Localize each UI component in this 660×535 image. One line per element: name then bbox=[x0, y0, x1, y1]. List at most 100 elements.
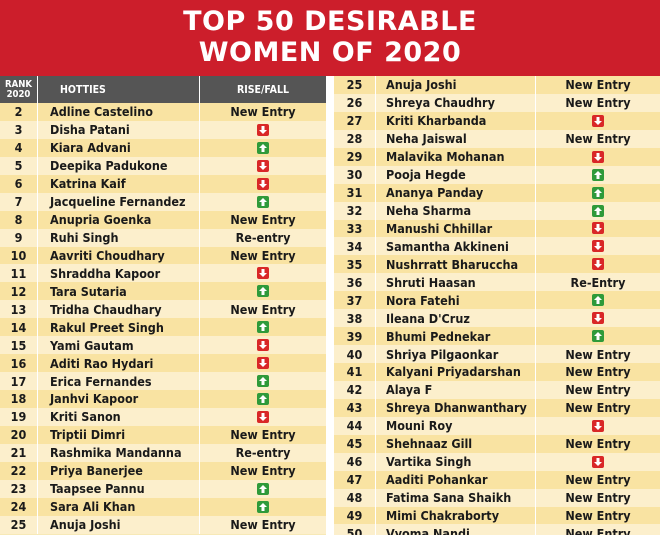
table-row: 25 Anuja Joshi New Entry bbox=[0, 515, 326, 534]
name-cell: Kalyani Priyadarshan bbox=[376, 363, 536, 381]
rise-arrow-icon bbox=[257, 141, 269, 154]
rank-cell: 18 bbox=[0, 390, 38, 408]
status-cell: New Entry bbox=[230, 517, 296, 533]
rank-cell: 23 bbox=[0, 479, 38, 498]
rise-arrow-icon bbox=[257, 285, 269, 298]
table-row: 38 Ileana D'Cruz bbox=[334, 309, 660, 328]
table-row: 11 Shraddha Kapoor bbox=[0, 264, 326, 283]
status-header: RISE/FALL bbox=[236, 83, 290, 96]
rank-cell: 48 bbox=[334, 488, 376, 507]
status-cell: New Entry bbox=[565, 95, 631, 111]
rank-cell: 34 bbox=[334, 237, 376, 256]
name-cell: Vyoma Nandi bbox=[376, 524, 536, 535]
table-row: 45 Shehnaaz Gill New Entry bbox=[334, 434, 660, 453]
fall-arrow-icon bbox=[592, 114, 604, 127]
rank-cell: 45 bbox=[334, 434, 376, 453]
rise-arrow-icon bbox=[257, 375, 269, 388]
rank-cell: 20 bbox=[0, 425, 38, 444]
status-cell bbox=[536, 112, 660, 130]
table-body: 2 Adline Castelino New Entry 3 Disha Patani 4… bbox=[0, 103, 326, 534]
status-cell: Re-entry bbox=[235, 445, 291, 461]
name-cell: Pooja Hegde bbox=[376, 165, 536, 184]
rise-arrow-icon bbox=[592, 168, 604, 181]
name-cell: Ruhi Singh bbox=[38, 228, 200, 247]
table-row: 14 Rakul Preet Singh bbox=[0, 318, 326, 337]
table-row: 37 Nora Fatehi bbox=[334, 291, 660, 310]
rank-cell: 21 bbox=[0, 443, 38, 462]
status-cell: New Entry bbox=[565, 131, 631, 147]
table-row: 9 Ruhi Singh Re-entry bbox=[0, 228, 326, 247]
rank-cell: 16 bbox=[0, 354, 38, 373]
name-cell: Kiara Advani bbox=[38, 138, 200, 157]
table-row: 42 Alaya F New Entry bbox=[334, 380, 660, 399]
table-row: 12 Tara Sutaria bbox=[0, 282, 326, 301]
table-row: 31 Ananya Panday bbox=[334, 183, 660, 202]
name-cell: Nushrratt Bharuccha bbox=[376, 255, 536, 274]
name-cell: Mouni Roy bbox=[376, 416, 536, 435]
rank-cell: 2 bbox=[0, 103, 38, 121]
fall-arrow-icon bbox=[592, 240, 604, 253]
rank-cell: 35 bbox=[334, 255, 376, 274]
rank-cell: 19 bbox=[0, 407, 38, 426]
status-cell: New Entry bbox=[565, 77, 631, 93]
status-cell bbox=[536, 453, 660, 471]
status-cell bbox=[536, 166, 660, 184]
table-row: 40 Shriya Pilgaonkar New Entry bbox=[334, 345, 660, 363]
status-cell bbox=[200, 408, 326, 426]
table-row: 20 Triptii Dimri New Entry bbox=[0, 425, 326, 444]
table-row: 18 Janhvi Kapoor bbox=[0, 390, 326, 408]
status-cell bbox=[536, 417, 660, 435]
table-row: 25 Anuja Joshi New Entry bbox=[334, 76, 660, 94]
table-row: 47 Aaditi Pohankar New Entry bbox=[334, 470, 660, 489]
rank-cell: 5 bbox=[0, 156, 38, 175]
fall-arrow-icon bbox=[257, 123, 269, 136]
rank-cell: 7 bbox=[0, 192, 38, 211]
rank-cell: 9 bbox=[0, 228, 38, 247]
table-row: 26 Shreya Chaudhry New Entry bbox=[334, 93, 660, 112]
rank-cell: 47 bbox=[334, 470, 376, 489]
fall-arrow-icon bbox=[592, 222, 604, 235]
status-cell bbox=[536, 148, 660, 166]
ranking-table-left: RANK 2020 HOTTIES RISE/FALL 2 Adline Cast… bbox=[0, 76, 326, 534]
table-row: 36 Shruti Haasan Re-Entry bbox=[334, 273, 660, 292]
table-row: 32 Neha Sharma bbox=[334, 201, 660, 220]
table-row: 7 Jacqueline Fernandez bbox=[0, 192, 326, 211]
status-cell: New Entry bbox=[565, 436, 631, 452]
name-cell: Anuja Joshi bbox=[38, 515, 200, 534]
name-cell: Alaya F bbox=[376, 380, 536, 399]
status-cell: New Entry bbox=[230, 212, 296, 228]
rank-cell: 8 bbox=[0, 210, 38, 229]
name-cell: Aaditi Pohankar bbox=[376, 470, 536, 489]
status-cell: New Entry bbox=[565, 400, 631, 416]
title-banner: TOP 50 DESIRABLE WOMEN OF 2020 bbox=[0, 0, 660, 76]
table-row: 3 Disha Patani bbox=[0, 120, 326, 139]
status-cell bbox=[200, 282, 326, 300]
status-cell bbox=[536, 309, 660, 327]
table-row: 46 Vartika Singh bbox=[334, 452, 660, 471]
fall-arrow-icon bbox=[592, 150, 604, 163]
name-cell: Tridha Chaudhary bbox=[38, 300, 200, 319]
name-cell: Katrina Kaif bbox=[38, 174, 200, 193]
ranking-table-right: 25 Anuja Joshi New Entry 26 Shreya Chaudhry N… bbox=[334, 76, 660, 535]
status-cell: New Entry bbox=[565, 346, 631, 362]
table-row: 49 Mimi Chakraborty New Entry bbox=[334, 506, 660, 525]
rank-cell: 41 bbox=[334, 363, 376, 381]
table-row: 22 Priya Banerjee New Entry bbox=[0, 461, 326, 480]
name-cell: Rakul Preet Singh bbox=[38, 318, 200, 337]
rank-cell: 37 bbox=[334, 291, 376, 310]
rank-cell: 10 bbox=[0, 246, 38, 265]
fall-arrow-icon bbox=[257, 410, 269, 423]
name-cell: Vartika Singh bbox=[376, 452, 536, 471]
table-row: 33 Manushi Chhillar bbox=[334, 219, 660, 238]
table-row: 39 Bhumi Pednekar bbox=[334, 327, 660, 346]
name-cell: Neha Jaiswal bbox=[376, 129, 536, 148]
status-cell bbox=[200, 498, 326, 516]
name-cell: Shreya Chaudhry bbox=[376, 93, 536, 112]
table-row: 44 Mouni Roy bbox=[334, 416, 660, 435]
fall-arrow-icon bbox=[592, 258, 604, 271]
table-header: RANK 2020 HOTTIES RISE/FALL bbox=[0, 76, 326, 103]
status-cell: New Entry bbox=[565, 525, 631, 535]
name-cell: Shruti Haasan bbox=[376, 273, 536, 292]
status-cell bbox=[536, 202, 660, 220]
